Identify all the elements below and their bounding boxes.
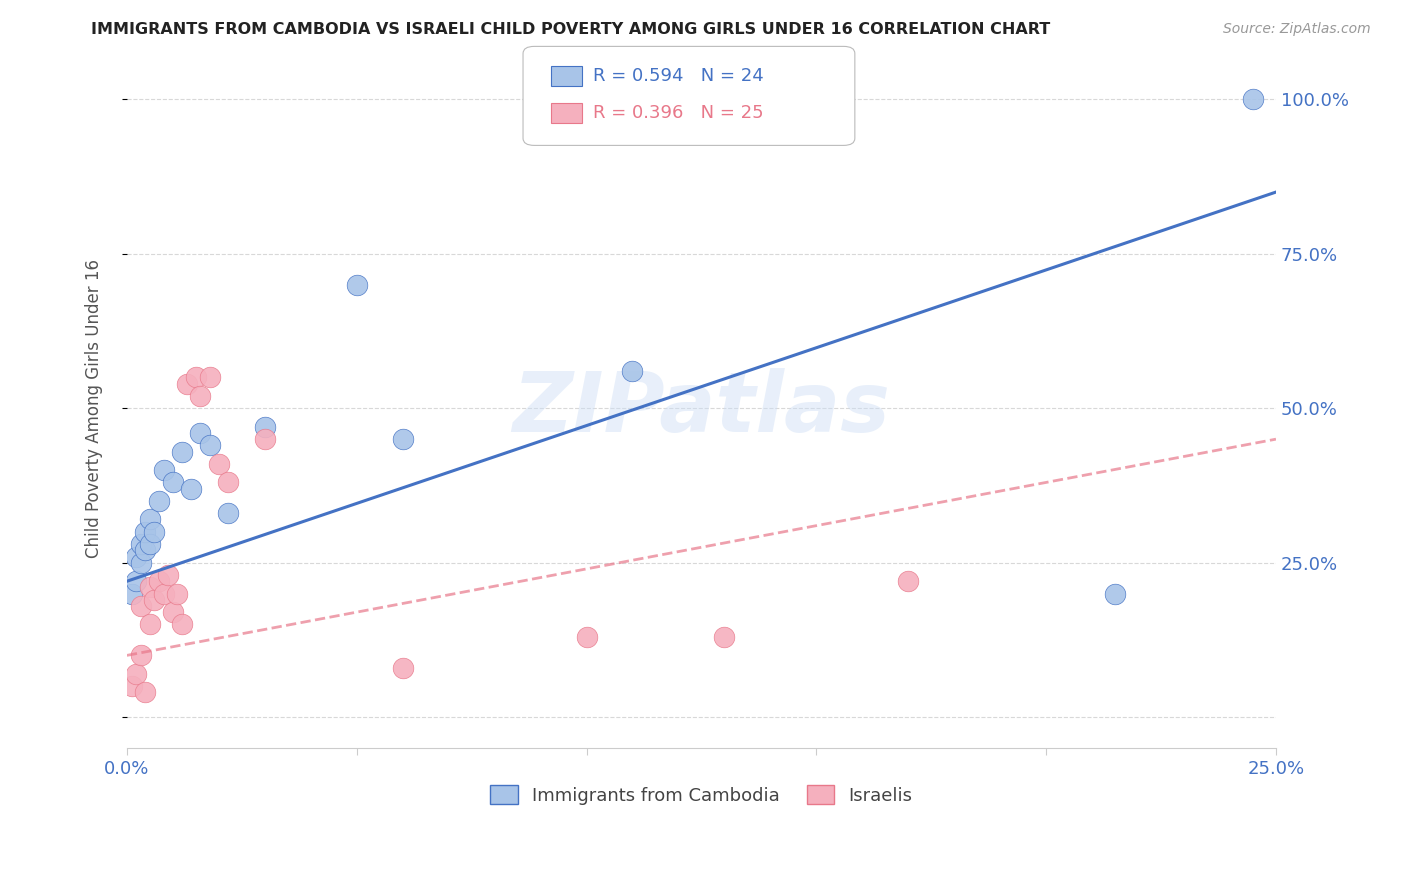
Point [152,463,174,477]
Legend: Immigrants from Cambodia, Israelis: Immigrants from Cambodia, Israelis [481,776,921,814]
Point [198,370,221,384]
Point [143,524,166,539]
Point [139,512,162,526]
Point [125,549,148,564]
Point [1241,92,1264,106]
Point [134,685,156,699]
Point [176,376,198,391]
Point [575,630,598,644]
Point [253,419,276,434]
Point [139,537,162,551]
Point [198,438,221,452]
Text: IMMIGRANTS FROM CAMBODIA VS ISRAELI CHILD POVERTY AMONG GIRLS UNDER 16 CORRELATI: IMMIGRANTS FROM CAMBODIA VS ISRAELI CHIL… [91,22,1050,37]
Point [125,667,148,681]
Point [1104,586,1126,600]
Point [391,432,413,446]
Point [621,364,644,378]
Point [121,679,143,693]
Point [170,617,193,632]
Point [148,574,170,589]
Point [170,444,193,458]
Point [125,574,148,589]
Point [129,556,152,570]
Y-axis label: Child Poverty Among Girls Under 16: Child Poverty Among Girls Under 16 [86,259,103,558]
Point [121,586,143,600]
Text: R = 0.594   N = 24: R = 0.594 N = 24 [593,67,763,85]
Point [184,370,207,384]
Point [157,568,180,582]
Point [148,494,170,508]
Point [253,432,276,446]
Point [134,524,156,539]
Point [134,543,156,558]
Point [166,586,188,600]
Point [139,617,162,632]
Point [129,537,152,551]
Point [129,648,152,663]
Point [162,475,184,490]
Point [129,599,152,613]
Point [143,592,166,607]
Text: ZIPatlas: ZIPatlas [513,368,890,449]
Point [162,605,184,619]
Point [217,475,239,490]
Point [208,457,231,471]
Point [217,506,239,520]
Point [713,630,735,644]
Point [190,389,212,403]
Point [190,425,212,440]
Point [897,574,920,589]
Text: R = 0.396   N = 25: R = 0.396 N = 25 [593,104,763,122]
Point [152,586,174,600]
Point [180,482,202,496]
Point [139,581,162,595]
Point [391,661,413,675]
Text: Source: ZipAtlas.com: Source: ZipAtlas.com [1223,22,1371,37]
Point [346,277,368,292]
